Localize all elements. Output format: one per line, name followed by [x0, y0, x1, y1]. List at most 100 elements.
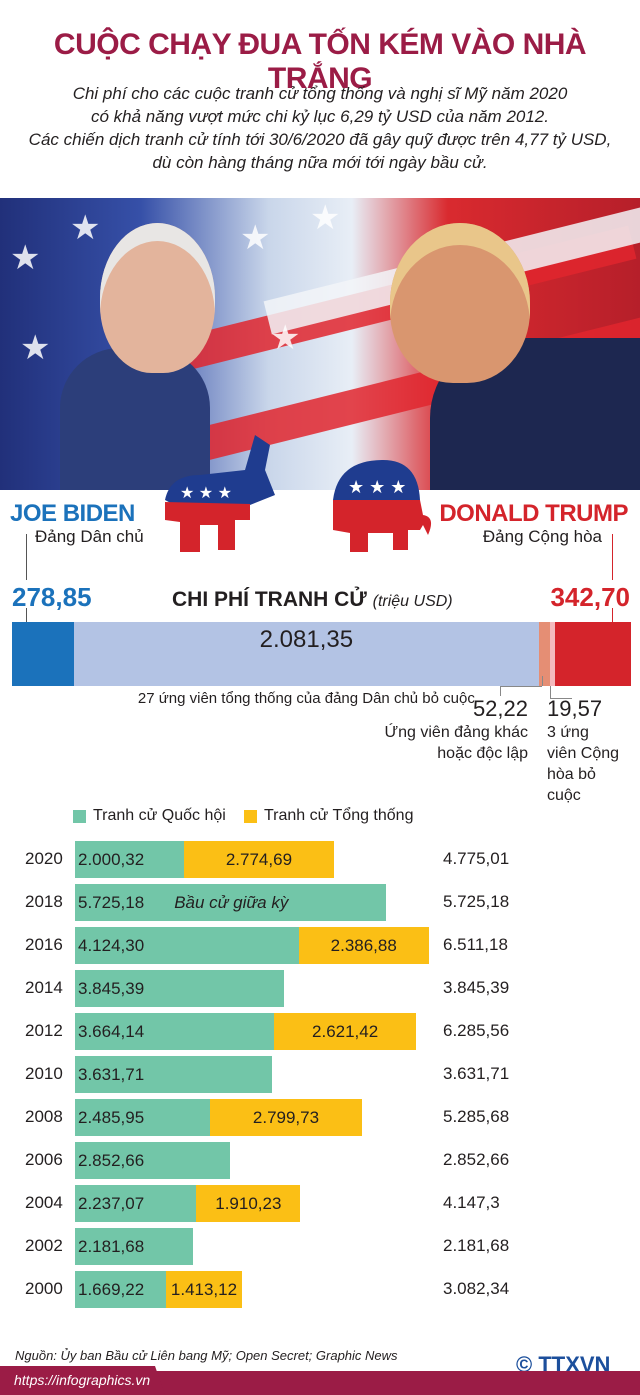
midterm-annotation: Bầu cử giữa kỳ — [174, 893, 289, 912]
congress-value: 3.845,39 — [78, 979, 145, 998]
bar-president: 2.386,88 — [298, 927, 429, 964]
bar-congress: 2.852,66 — [75, 1142, 230, 1179]
year-label: 2012 — [25, 1021, 63, 1040]
bar-congress: 3.664,14 — [75, 1013, 274, 1050]
congress-value: 4.124,30 — [78, 936, 145, 955]
trump-spend: 342,70 — [550, 582, 630, 612]
biden-figure — [60, 348, 210, 490]
democrat-donkey-icon: ★ ★ ★ — [165, 435, 275, 552]
bar-congress: 4.124,30 — [75, 927, 299, 964]
bar-congress: 2.181,68 — [75, 1228, 194, 1265]
legend-swatch-president — [244, 810, 257, 823]
other-value: 52,22 — [472, 696, 528, 721]
legend-swatch-congress — [73, 810, 86, 823]
bar-president: 2.621,42 — [273, 1013, 417, 1050]
congress-value: 2.485,95 — [78, 1108, 145, 1127]
year-total: 4.775,01 — [443, 849, 510, 868]
year-bar: 2.852,66 — [75, 1142, 230, 1179]
year-total: 5.725,18 — [443, 892, 510, 911]
congress-value: 3.631,71 — [78, 1065, 145, 1084]
year-bar: 3.664,14 2.621,42 — [75, 1013, 417, 1050]
year-bar: 5.725,18 Bầu cử giữa kỳ — [75, 884, 386, 921]
year-bar: 2.485,95 2.799,73 — [75, 1099, 362, 1136]
year-label: 2002 — [25, 1236, 63, 1255]
congress-value: 5.725,18 — [78, 893, 145, 912]
intro-line: có khả năng vượt mức chi kỷ lục 6,29 tỷ … — [91, 107, 549, 126]
seg-biden — [12, 622, 75, 686]
bar-congress: 5.725,18 Bầu cử giữa kỳ — [75, 884, 386, 921]
bar-president: 2.799,73 — [209, 1099, 362, 1136]
biden-spend: 278,85 — [12, 582, 92, 612]
bar-congress: 2.485,95 — [75, 1099, 210, 1136]
bar-congress: 2.000,32 — [75, 841, 184, 878]
intro-line: Chi phí cho các cuộc tranh cử tổng thống… — [72, 84, 568, 103]
republican-elephant-icon: ★ ★ ★ — [333, 460, 432, 552]
year-label: 2016 — [25, 935, 63, 954]
year-total: 2.852,66 — [443, 1150, 510, 1169]
year-total: 6.285,56 — [443, 1021, 510, 1040]
other-label: Ứng viên đảng khác hoặc độc lập — [384, 724, 528, 762]
congress-value: 1.669,22 — [78, 1280, 145, 1299]
seg-dem-dropouts: 2.081,35 27 ứng viên tổng thống của đảng… — [74, 622, 539, 707]
trump-party: Đảng Cộng hòa — [482, 527, 602, 546]
congress-value: 2.181,68 — [78, 1237, 145, 1256]
candidates-photo: ★ ★ ★ ★ ★ ★ — [0, 198, 640, 490]
rep-dropouts-label: 3 ứng viên Cộng hòa bỏ cuộc — [547, 724, 620, 804]
bar-president: 2.774,69 — [183, 841, 335, 878]
intro-text: Chi phí cho các cuộc tranh cử tổng thống… — [0, 82, 640, 174]
year-bar: 2.181,68 — [75, 1228, 194, 1265]
congress-value: 3.664,14 — [78, 1022, 145, 1041]
bar-congress: 3.631,71 — [75, 1056, 273, 1093]
year-label: 2010 — [25, 1064, 63, 1083]
congress-value: 2.000,32 — [78, 850, 145, 869]
bar-congress: 1.669,22 — [75, 1271, 166, 1308]
year-total: 3.845,39 — [443, 978, 510, 997]
rep-dropouts-value: 19,57 — [547, 696, 603, 721]
bar-president: 1.910,23 — [196, 1185, 301, 1222]
spend-chart-title: CHI PHÍ TRANH CỬ (triệu USD) — [172, 588, 453, 612]
page-title: CUỘC CHẠY ĐUA TỐN KÉM VÀO NHÀ TRẮNG — [53, 28, 587, 95]
year-bar: 3.845,39 — [75, 970, 284, 1007]
year-label: 2018 — [25, 892, 63, 911]
year-label: 2004 — [25, 1193, 63, 1212]
year-bar: 3.631,71 — [75, 1056, 273, 1093]
site-link[interactable]: https://infographics.vn — [14, 1372, 151, 1388]
congress-value: 2.852,66 — [78, 1151, 145, 1170]
chart-unit: (triệu USD) — [372, 593, 453, 610]
legend-president: Tranh cử Tổng thống — [264, 807, 414, 824]
year-label: 2006 — [25, 1150, 63, 1169]
seg-trump — [554, 622, 631, 686]
seg-rep-dropouts — [550, 622, 555, 686]
svg-text:★ ★ ★: ★ ★ ★ — [348, 477, 406, 497]
year-total: 5.285,68 — [443, 1107, 510, 1126]
bar-president: 1.413,12 — [165, 1271, 243, 1308]
chart-title: CHI PHÍ TRANH CỬ — [172, 588, 367, 611]
seg-other — [538, 622, 551, 686]
intro-line: dù còn hàng tháng nữa mới tới ngày bầu c… — [152, 153, 488, 172]
year-bar: 2.000,32 2.774,69 — [75, 841, 335, 878]
bar-congress: 2.237,07 — [75, 1185, 197, 1222]
year-total: 6.511,18 — [443, 935, 508, 954]
bar-congress: 3.845,39 — [75, 970, 284, 1007]
year-label: 2020 — [25, 849, 63, 868]
trump-name: DONALD TRUMP — [439, 500, 628, 527]
dem-dropouts-value: 2.081,35 — [259, 626, 354, 653]
year-total: 2.181,68 — [443, 1236, 510, 1255]
year-bar: 1.669,22 1.413,12 — [75, 1271, 243, 1308]
year-total: 4.147,3 — [443, 1193, 500, 1212]
source-note: Nguồn: Ủy ban Bầu cử Liên bang Mỹ; Open … — [15, 1348, 398, 1363]
year-label: 2000 — [25, 1279, 63, 1298]
campaign-spend-bar: 2.081,35 27 ứng viên tổng thống của đảng… — [12, 622, 631, 707]
biden-party: Đảng Dân chủ — [35, 527, 144, 546]
year-total: 3.631,71 — [443, 1064, 510, 1083]
year-label: 2008 — [25, 1107, 63, 1126]
year-label: 2014 — [25, 978, 63, 997]
svg-text:★ ★ ★: ★ ★ ★ — [180, 485, 232, 502]
congress-value: 2.237,07 — [78, 1194, 145, 1213]
legend-congress: Tranh cử Quốc hội — [93, 807, 226, 824]
intro-line: Các chiến dịch tranh cử tính tới 30/6/20… — [28, 130, 612, 149]
year-bar: 4.124,30 2.386,88 — [75, 927, 429, 964]
year-total: 3.082,34 — [443, 1279, 510, 1298]
biden-name: JOE BIDEN — [10, 500, 135, 527]
year-bar: 2.237,07 1.910,23 — [75, 1185, 301, 1222]
